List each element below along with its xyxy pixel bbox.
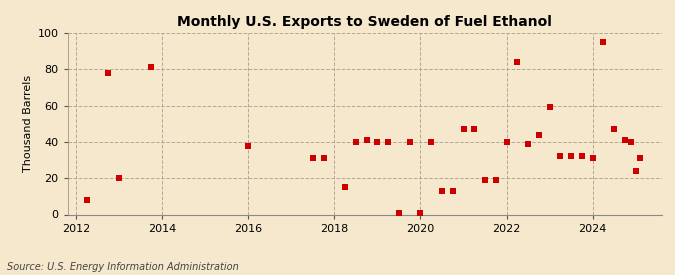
Point: [318, 156, 329, 160]
Point: [350, 140, 361, 144]
Point: [437, 189, 448, 193]
Point: [598, 40, 609, 44]
Point: [426, 140, 437, 144]
Point: [626, 140, 637, 144]
Point: [620, 138, 630, 142]
Point: [404, 140, 415, 144]
Point: [501, 140, 512, 144]
Point: [544, 105, 555, 110]
Point: [448, 189, 458, 193]
Point: [307, 156, 318, 160]
Point: [243, 143, 254, 148]
Point: [587, 156, 598, 160]
Point: [566, 154, 576, 159]
Point: [82, 198, 92, 202]
Title: Monthly U.S. Exports to Sweden of Fuel Ethanol: Monthly U.S. Exports to Sweden of Fuel E…: [177, 15, 552, 29]
Point: [372, 140, 383, 144]
Point: [469, 127, 480, 131]
Point: [394, 210, 404, 215]
Point: [522, 142, 533, 146]
Point: [609, 127, 620, 131]
Point: [634, 156, 645, 160]
Y-axis label: Thousand Barrels: Thousand Barrels: [24, 75, 33, 172]
Point: [340, 185, 350, 189]
Point: [415, 210, 426, 215]
Point: [512, 60, 522, 64]
Text: Source: U.S. Energy Information Administration: Source: U.S. Energy Information Administ…: [7, 262, 238, 272]
Point: [103, 71, 114, 75]
Point: [458, 127, 469, 131]
Point: [361, 138, 372, 142]
Point: [490, 178, 501, 182]
Point: [146, 65, 157, 70]
Point: [555, 154, 566, 159]
Point: [533, 133, 544, 137]
Point: [480, 178, 491, 182]
Point: [576, 154, 587, 159]
Point: [114, 176, 125, 180]
Point: [383, 140, 394, 144]
Point: [630, 169, 641, 173]
